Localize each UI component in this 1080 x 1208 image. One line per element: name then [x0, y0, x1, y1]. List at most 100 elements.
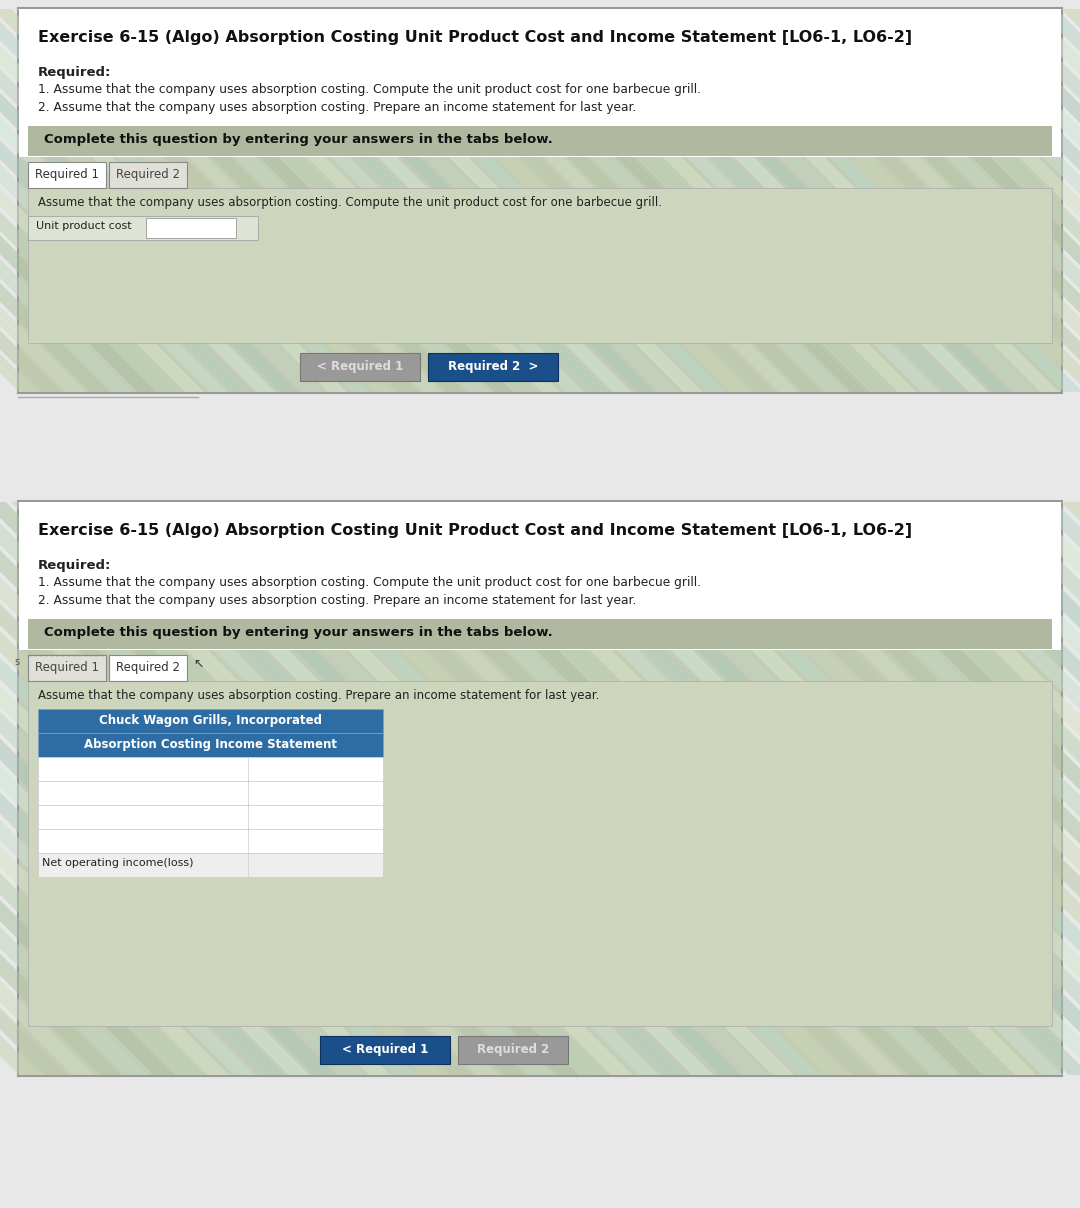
Text: Required 2: Required 2 [116, 168, 180, 181]
Polygon shape [577, 503, 1080, 1075]
Polygon shape [765, 503, 1080, 1075]
Polygon shape [0, 503, 121, 1075]
Polygon shape [442, 503, 1037, 1075]
Text: 1. Assume that the company uses absorption costing. Compute the unit product cos: 1. Assume that the company uses absorpti… [38, 83, 701, 95]
FancyBboxPatch shape [428, 353, 558, 381]
FancyBboxPatch shape [28, 162, 106, 188]
Polygon shape [254, 8, 656, 393]
Polygon shape [0, 8, 38, 393]
Polygon shape [334, 503, 929, 1075]
FancyBboxPatch shape [38, 782, 383, 805]
Polygon shape [515, 8, 917, 393]
Text: Required 2: Required 2 [116, 661, 180, 674]
Polygon shape [847, 8, 1080, 393]
Polygon shape [349, 8, 751, 393]
Polygon shape [0, 503, 175, 1075]
Polygon shape [1013, 8, 1080, 393]
FancyBboxPatch shape [18, 8, 1062, 393]
Polygon shape [792, 503, 1080, 1075]
Polygon shape [846, 503, 1080, 1075]
Polygon shape [183, 8, 584, 393]
FancyBboxPatch shape [109, 655, 187, 681]
Polygon shape [0, 8, 180, 393]
Polygon shape [496, 503, 1080, 1075]
Polygon shape [966, 8, 1080, 393]
FancyBboxPatch shape [0, 393, 1080, 501]
Polygon shape [92, 503, 687, 1075]
FancyBboxPatch shape [38, 757, 383, 782]
Polygon shape [308, 503, 902, 1075]
Polygon shape [1037, 8, 1080, 393]
Polygon shape [753, 8, 1080, 393]
Polygon shape [1061, 8, 1080, 393]
FancyBboxPatch shape [19, 8, 1061, 157]
Text: Required:: Required: [38, 66, 111, 79]
FancyBboxPatch shape [18, 501, 1062, 1076]
Polygon shape [0, 503, 67, 1075]
Polygon shape [281, 503, 875, 1075]
FancyBboxPatch shape [19, 503, 1061, 1075]
Polygon shape [981, 503, 1080, 1075]
Polygon shape [65, 503, 660, 1075]
Polygon shape [800, 8, 1080, 393]
Polygon shape [0, 8, 85, 393]
FancyBboxPatch shape [28, 655, 106, 681]
Polygon shape [0, 8, 323, 393]
Polygon shape [40, 8, 442, 393]
Text: Complete this question by entering your answers in the tabs below.: Complete this question by entering your … [44, 626, 553, 639]
Text: Required:: Required: [38, 559, 111, 573]
Polygon shape [278, 8, 679, 393]
Text: 1. Assume that the company uses absorption costing. Compute the unit product cos: 1. Assume that the company uses absorpti… [38, 576, 701, 590]
Text: Required 2: Required 2 [477, 1043, 549, 1056]
Polygon shape [0, 8, 228, 393]
Polygon shape [373, 8, 774, 393]
Polygon shape [396, 8, 798, 393]
Polygon shape [681, 8, 1080, 393]
FancyBboxPatch shape [38, 709, 383, 733]
FancyBboxPatch shape [38, 853, 383, 877]
Polygon shape [0, 503, 498, 1075]
Text: Exercise 6-15 (Algo) Absorption Costing Unit Product Cost and Income Statement [: Exercise 6-15 (Algo) Absorption Costing … [38, 523, 913, 538]
FancyBboxPatch shape [146, 217, 237, 238]
FancyBboxPatch shape [28, 188, 1052, 343]
Polygon shape [0, 503, 310, 1075]
FancyBboxPatch shape [320, 1036, 450, 1064]
Text: < Required 1: < Required 1 [316, 360, 403, 373]
Polygon shape [0, 8, 299, 393]
FancyBboxPatch shape [300, 353, 420, 381]
Polygon shape [111, 8, 513, 393]
Polygon shape [1061, 503, 1080, 1075]
Polygon shape [0, 503, 256, 1075]
Polygon shape [0, 503, 417, 1075]
Polygon shape [159, 8, 561, 393]
Polygon shape [491, 8, 893, 393]
Polygon shape [586, 8, 988, 393]
Text: Absorption Costing Income Statement: Absorption Costing Income Statement [84, 738, 337, 751]
Polygon shape [388, 503, 983, 1075]
Polygon shape [824, 8, 1080, 393]
Polygon shape [989, 8, 1080, 393]
FancyBboxPatch shape [38, 805, 383, 829]
FancyBboxPatch shape [109, 162, 187, 188]
Polygon shape [420, 8, 822, 393]
Polygon shape [64, 8, 465, 393]
Polygon shape [87, 8, 489, 393]
Polygon shape [634, 8, 1036, 393]
Polygon shape [0, 503, 391, 1075]
Polygon shape [0, 503, 364, 1075]
FancyBboxPatch shape [19, 8, 1061, 393]
Polygon shape [0, 503, 94, 1075]
Polygon shape [1008, 503, 1080, 1075]
Polygon shape [227, 503, 821, 1075]
Polygon shape [0, 503, 41, 1075]
Polygon shape [870, 8, 1080, 393]
Polygon shape [0, 8, 62, 393]
Text: Required 2  >: Required 2 > [448, 360, 538, 373]
Polygon shape [38, 503, 633, 1075]
FancyBboxPatch shape [19, 503, 1061, 650]
FancyBboxPatch shape [28, 216, 258, 240]
Text: Chuck Wagon Grills, Incorporated: Chuck Wagon Grills, Incorporated [99, 714, 322, 727]
Polygon shape [0, 8, 370, 393]
Polygon shape [0, 8, 109, 393]
FancyBboxPatch shape [28, 126, 1052, 156]
